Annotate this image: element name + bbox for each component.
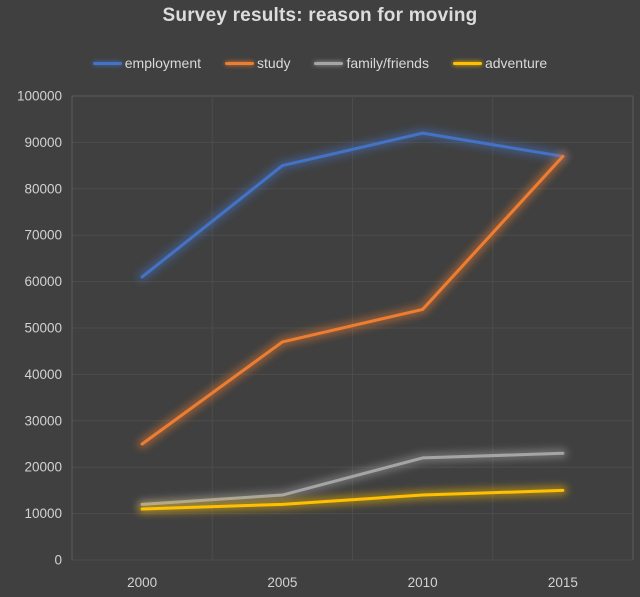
y-axis-tick-label: 40000	[24, 367, 62, 382]
series-line-employment	[140, 131, 565, 279]
y-axis-tick-label: 80000	[24, 181, 62, 196]
y-axis-tick-label: 70000	[24, 228, 62, 243]
y-axis-tick-label: 60000	[24, 274, 62, 289]
x-axis-tick-label: 2000	[127, 575, 157, 590]
y-axis-tick-label: 0	[54, 553, 62, 568]
legend-label-adventure: adventure	[484, 55, 548, 71]
x-axis-tick-label: 2015	[548, 575, 578, 590]
chart-title: Survey results: reason for moving	[162, 5, 478, 26]
legend-item-employment: employment	[92, 55, 202, 71]
y-axis-tick-label: 90000	[24, 135, 62, 150]
series-line-family-friends	[140, 451, 565, 506]
series-line-study	[140, 154, 565, 446]
legend-item-study: study	[225, 56, 290, 70]
legend-label-study: study	[257, 55, 291, 71]
chart-legend: employment study family/friends adventure	[0, 53, 640, 73]
legend-item-adventure: adventure	[452, 55, 548, 71]
y-axis-tick-label: 10000	[24, 506, 62, 521]
y-axis-tick-label: 50000	[24, 321, 62, 336]
legend-label-employment: employment	[124, 55, 202, 71]
legend-item-family-friends: family/friends	[314, 55, 429, 71]
y-axis-tick-label: 20000	[24, 460, 62, 475]
series-line-adventure	[140, 488, 565, 511]
legend-line-swatch-adventure	[452, 61, 482, 65]
y-axis-tick-label: 30000	[24, 413, 62, 428]
legend-line-swatch-employment	[92, 61, 122, 65]
x-axis-tick-label: 2010	[408, 575, 438, 590]
legend-line-swatch-family-friends	[314, 61, 344, 65]
legend-line-swatch-study	[225, 61, 255, 65]
y-axis-tick-label: 100000	[17, 89, 62, 104]
x-axis-tick-label: 2005	[267, 575, 297, 590]
legend-label-family-friends: family/friends	[346, 55, 429, 71]
